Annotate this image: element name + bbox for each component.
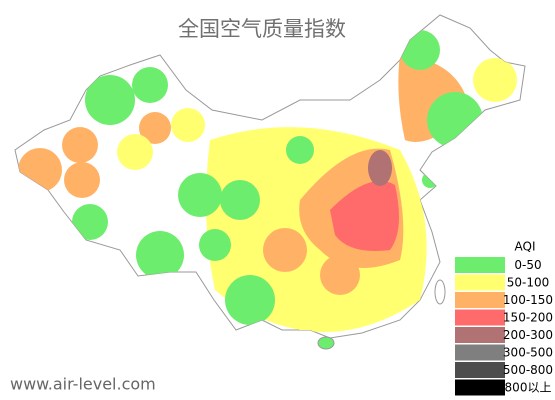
aqi-area bbox=[62, 127, 98, 163]
legend-label: 200-300 bbox=[503, 328, 553, 342]
legend-label: 50-100 bbox=[507, 276, 550, 290]
aqi-area bbox=[220, 180, 260, 220]
legend-swatch bbox=[455, 327, 505, 343]
map-title: 全国空气质量指数 bbox=[178, 17, 346, 41]
aqi-fields bbox=[18, 30, 517, 332]
legend-swatch bbox=[455, 379, 505, 396]
aqi-area bbox=[136, 231, 184, 279]
legend-title: AQI bbox=[515, 240, 536, 254]
map bbox=[14, 14, 526, 350]
legend: AQI 0-50 50-100 100-150 150-200 200-300 300-5… bbox=[455, 240, 553, 396]
legend-label: 300-500 bbox=[503, 346, 553, 360]
legend-swatch bbox=[455, 274, 505, 291]
aqi-area bbox=[85, 75, 135, 125]
aqi-area bbox=[330, 180, 399, 251]
legend-label: 0-50 bbox=[514, 258, 541, 272]
legend-swatch bbox=[455, 344, 505, 361]
aqi-area bbox=[64, 162, 100, 198]
aqi-area bbox=[225, 275, 275, 325]
hainan bbox=[317, 336, 335, 350]
aqi-area bbox=[178, 173, 222, 217]
aqi-area bbox=[132, 67, 168, 103]
legend-swatch bbox=[455, 362, 505, 378]
legend-swatch bbox=[455, 309, 505, 326]
aqi-area bbox=[117, 134, 153, 170]
aqi-area bbox=[473, 58, 517, 102]
aqi-area bbox=[171, 108, 205, 142]
legend-swatch bbox=[455, 257, 505, 273]
watermark: www.air-level.com bbox=[10, 375, 156, 394]
legend-label: 500-800 bbox=[503, 363, 553, 377]
aqi-area bbox=[400, 30, 440, 70]
aqi-area bbox=[199, 229, 231, 261]
aqi-area bbox=[320, 255, 360, 295]
aqi-area bbox=[286, 136, 314, 164]
aqi-area bbox=[139, 112, 171, 144]
aqi-area bbox=[422, 172, 438, 188]
legend-label: 800以上 bbox=[505, 381, 552, 395]
legend-swatch bbox=[455, 292, 505, 308]
taiwan bbox=[434, 279, 446, 305]
aqi-area bbox=[263, 228, 307, 272]
aqi-area bbox=[368, 150, 392, 186]
legend-label: 150-200 bbox=[503, 311, 553, 325]
aqi-area bbox=[72, 204, 108, 240]
legend-label: 100-150 bbox=[503, 293, 553, 307]
